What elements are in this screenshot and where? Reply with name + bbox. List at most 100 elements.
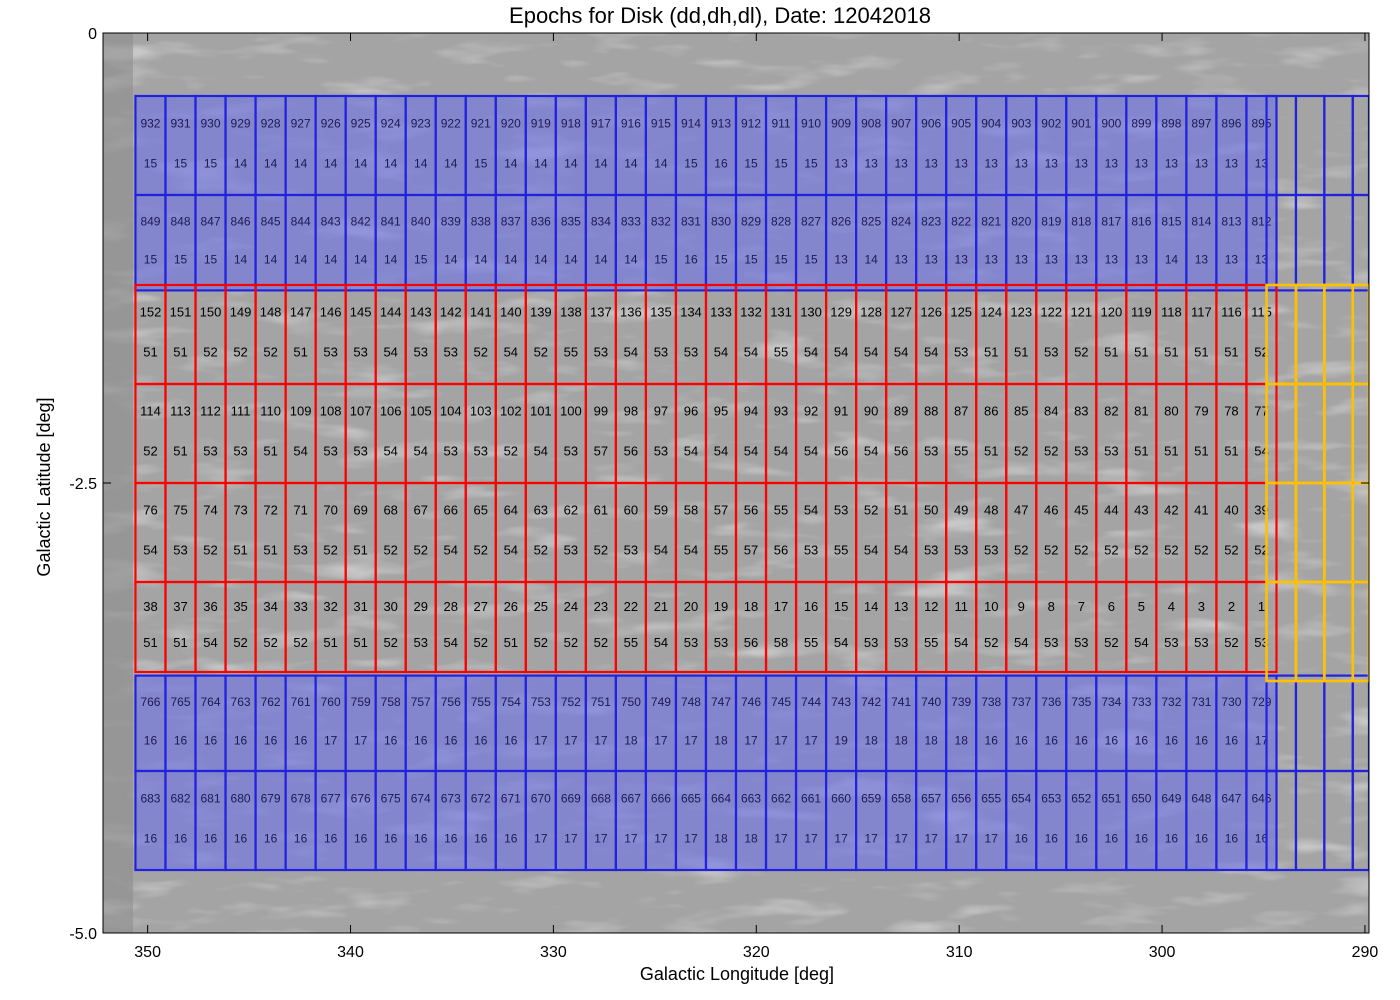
x-tick-label: 320 [743, 944, 770, 961]
blue-field-id: 753 [531, 695, 551, 709]
blue-field-cell [374, 674, 407, 773]
blue-field-cell [915, 674, 948, 773]
blue-field-id: 824 [891, 215, 911, 229]
blue-field-id: 662 [771, 792, 791, 806]
red-field-epochs: 51 [143, 635, 157, 650]
red-field-id: 129 [830, 305, 852, 320]
blue-field-epochs: 16 [1015, 733, 1029, 747]
blue-field-epochs: 14 [474, 253, 488, 267]
red-field-id: 70 [323, 503, 337, 518]
red-field-id: 74 [203, 503, 217, 518]
blue-field-id: 755 [471, 695, 491, 709]
yellow-field-cell [1351, 580, 1369, 683]
blue-field-cell [1005, 94, 1038, 197]
red-field-id: 83 [1074, 404, 1088, 419]
red-field-epochs: 52 [564, 635, 578, 650]
red-field-epochs: 51 [353, 542, 367, 557]
red-field-id: 147 [290, 305, 312, 320]
blue-field-id: 766 [140, 695, 160, 709]
blue-field-id: 817 [1101, 215, 1121, 229]
red-field-id: 144 [380, 305, 402, 320]
red-field-epochs: 51 [263, 443, 277, 458]
blue-field-id: 666 [651, 792, 671, 806]
blue-field-cell [1005, 674, 1038, 773]
blue-field-id: 668 [591, 792, 611, 806]
red-field-epochs: 54 [383, 344, 397, 359]
blue-field-epochs: 13 [894, 253, 908, 267]
blue-field-id: 646 [1251, 792, 1271, 806]
red-field-id: 99 [594, 404, 608, 419]
blue-field-cell [404, 769, 437, 872]
red-field-id: 85 [1014, 404, 1028, 419]
blue-field-cell [674, 94, 708, 197]
blue-field-cell [975, 193, 1008, 292]
blue-field-id: 764 [201, 695, 221, 709]
red-field-id: 35 [233, 599, 247, 614]
blue-field-cell [794, 769, 828, 872]
blue-field-id: 765 [170, 695, 190, 709]
blue-field-id: 742 [861, 695, 881, 709]
blue-field-cell [314, 94, 347, 197]
blue-field-epochs: 14 [504, 253, 518, 267]
blue-field-id: 661 [801, 792, 821, 806]
blue-field-id: 845 [261, 215, 281, 229]
red-field-epochs: 54 [744, 344, 758, 359]
blue-field-cell [1065, 674, 1098, 773]
blue-field-id: 839 [441, 215, 461, 229]
blue-field-id: 830 [711, 215, 731, 229]
red-field-id: 1 [1258, 599, 1265, 614]
red-field-epochs: 51 [984, 344, 998, 359]
blue-field-epochs: 13 [955, 253, 969, 267]
red-field-id: 117 [1191, 305, 1212, 320]
blue-field-cell [1035, 193, 1068, 292]
red-field-id: 17 [774, 599, 788, 614]
x-tick-label: 300 [1149, 944, 1176, 961]
blue-field-epochs: 15 [414, 253, 428, 267]
red-field-epochs: 56 [624, 443, 638, 458]
blue-field-cell [824, 769, 858, 872]
red-field-id: 93 [774, 404, 788, 419]
red-field-id: 121 [1070, 305, 1092, 320]
blue-field-cell [764, 193, 798, 292]
red-field-epochs: 55 [624, 635, 638, 650]
red-field-id: 101 [530, 404, 552, 419]
blue-field-epochs: 14 [504, 156, 518, 170]
red-field-id: 133 [710, 305, 732, 320]
blue-field-id: 820 [1011, 215, 1031, 229]
blue-field-id: 736 [1041, 695, 1061, 709]
blue-field-id: 672 [471, 792, 491, 806]
blue-field-epochs: 18 [624, 733, 638, 747]
red-field-epochs: 52 [1194, 542, 1208, 557]
blue-field-cell [1215, 769, 1248, 872]
blue-field-id: 761 [291, 695, 311, 709]
red-field-id: 142 [440, 305, 462, 320]
red-field-epochs: 52 [534, 635, 548, 650]
red-field-epochs: 53 [323, 443, 337, 458]
blue-field-epochs: 13 [1015, 253, 1029, 267]
blue-field-id: 670 [531, 792, 551, 806]
red-field-id: 38 [143, 599, 157, 614]
blue-field-id: 816 [1131, 215, 1151, 229]
red-field-epochs: 54 [714, 344, 728, 359]
red-field-epochs: 53 [1164, 635, 1178, 650]
blue-field-id: 831 [681, 215, 701, 229]
blue-field-id: 927 [291, 117, 311, 131]
blue-field-cell [674, 193, 708, 292]
red-field-epochs: 54 [1014, 635, 1028, 650]
red-field-id: 27 [474, 599, 488, 614]
blue-field-epochs: 14 [384, 156, 398, 170]
blue-field-cell [434, 94, 467, 197]
blue-field-cell [554, 674, 587, 773]
blue-field-epochs: 14 [234, 253, 248, 267]
blue-field-epochs: 16 [474, 831, 488, 845]
red-field-id: 72 [263, 503, 277, 518]
red-field-epochs: 53 [564, 443, 578, 458]
blue-field-cell [584, 674, 617, 773]
blue-field-epochs: 16 [1105, 733, 1119, 747]
red-field-epochs: 52 [594, 542, 608, 557]
red-field-epochs: 54 [834, 344, 848, 359]
red-field-epochs: 51 [143, 344, 157, 359]
red-field-id: 26 [504, 599, 518, 614]
blue-field-epochs: 13 [1255, 156, 1269, 170]
red-field-id: 5 [1138, 599, 1145, 614]
